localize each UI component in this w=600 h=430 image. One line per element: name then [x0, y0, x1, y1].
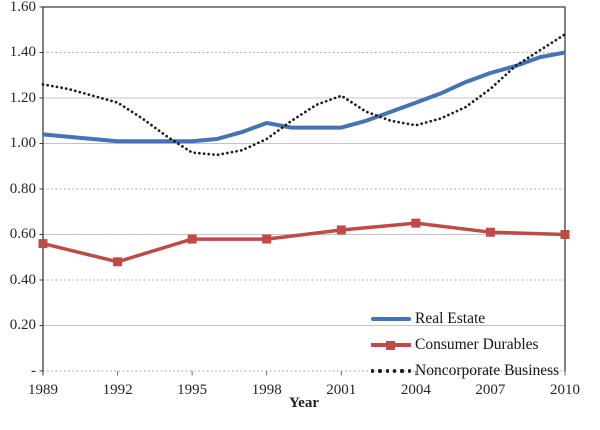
data-point-marker	[38, 239, 48, 249]
y-tick-label: 1.20	[9, 89, 36, 106]
data-point-marker	[262, 234, 272, 244]
data-point-marker	[485, 227, 495, 237]
x-axis-title: Year	[289, 395, 319, 411]
y-tick-label: 0.80	[9, 180, 36, 197]
series-line-0	[42, 50, 566, 144]
legend-item-consumer-durables: Consumer Durables	[371, 332, 559, 358]
data-point-marker	[113, 257, 123, 267]
y-tick-label: 1.40	[9, 44, 36, 60]
noncorporate-business-dots-swatch	[371, 364, 413, 378]
y-tick-label: 0.40	[9, 271, 36, 288]
y-tick-label: 1.60	[9, 0, 36, 15]
y-tick-label: 0.60	[9, 226, 36, 242]
x-tick-label: 1998	[251, 382, 282, 398]
legend-label-real-estate: Real Estate	[415, 310, 486, 327]
y-tick-label: -	[31, 362, 36, 379]
x-tick-label: 2004	[400, 382, 431, 398]
x-tick-label: 1995	[177, 382, 208, 398]
y-tick-label: 0.20	[9, 317, 36, 333]
data-point-marker	[336, 225, 346, 235]
x-tick-label: 2010	[550, 382, 580, 398]
x-tick-label: 1989	[28, 382, 58, 398]
legend-item-real-estate: Real Estate	[371, 306, 559, 332]
legend-item-noncorporate-business: Noncorporate Business	[371, 358, 559, 384]
real-estate-line-swatch	[371, 312, 413, 326]
plot-border	[42, 6, 566, 376]
data-point-marker	[560, 230, 570, 239]
data-point-marker	[187, 234, 197, 244]
consumer-durables-line-swatch	[371, 338, 413, 352]
legend-label-noncorporate-business: Noncorporate Business	[415, 362, 560, 379]
legend: Real Estate Consumer Durables Noncorpora…	[371, 306, 559, 384]
legend-label-consumer-durables: Consumer Durables	[415, 336, 539, 353]
series-line-1	[42, 221, 566, 264]
data-point-marker	[411, 218, 421, 228]
x-tick-label: 1992	[102, 382, 133, 398]
x-tick-label: 2007	[475, 382, 506, 398]
y-tick-label: 1.00	[9, 135, 36, 151]
x-tick-label: 2001	[326, 382, 357, 398]
